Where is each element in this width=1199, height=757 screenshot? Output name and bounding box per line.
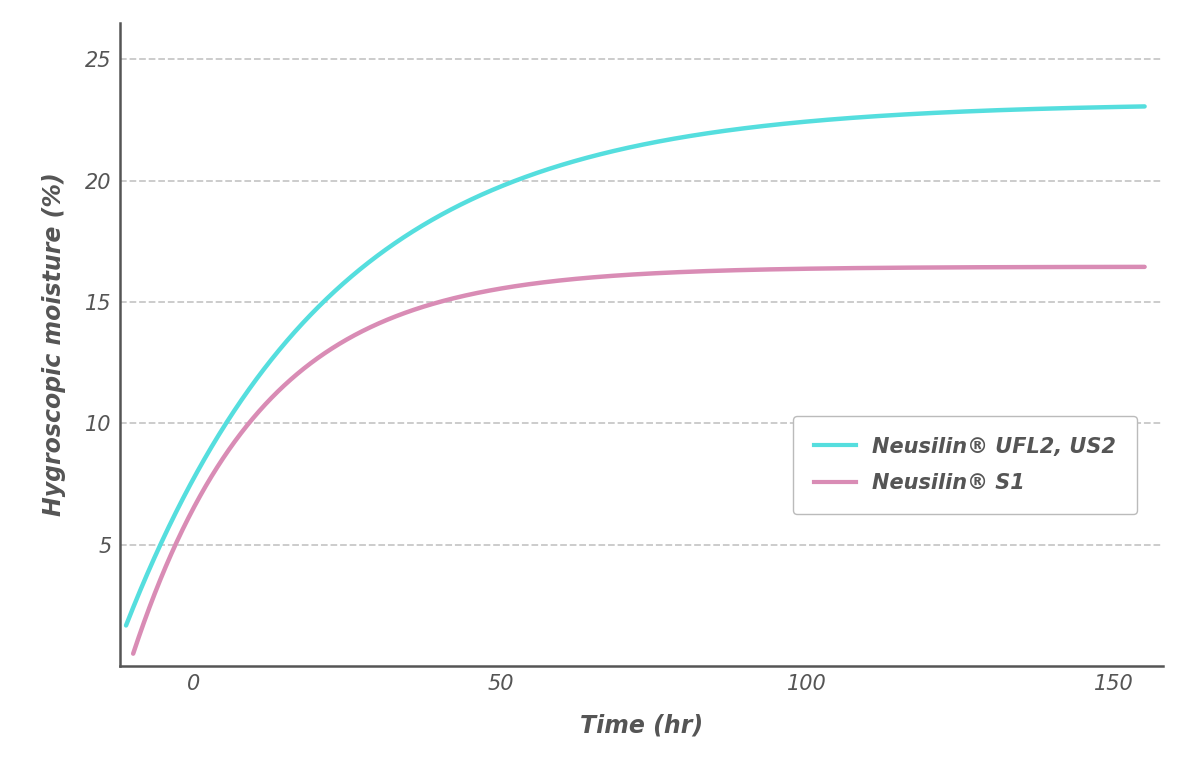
Y-axis label: Hygroscopic moisture (%): Hygroscopic moisture (%)	[42, 173, 66, 516]
Legend: Neusilin® UFL2, US2, Neusilin® S1: Neusilin® UFL2, US2, Neusilin® S1	[793, 416, 1137, 514]
X-axis label: Time (hr): Time (hr)	[580, 714, 703, 738]
